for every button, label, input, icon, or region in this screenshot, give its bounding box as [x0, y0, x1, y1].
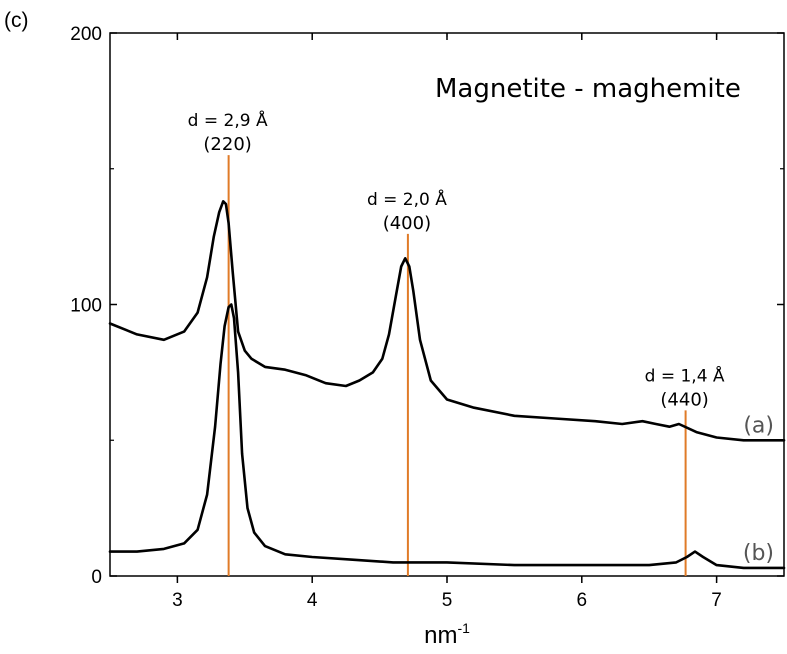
x-tick-label: 6 — [577, 590, 588, 611]
x-axis-label-unit: nm — [424, 622, 457, 649]
x-tick-label: 3 — [172, 590, 183, 611]
peak-miller-index-label: (400) — [383, 213, 431, 234]
y-tick-label: 200 — [70, 24, 102, 45]
x-tick-label: 4 — [307, 590, 318, 611]
peak-d-spacing-label: d = 2,0 Å — [367, 188, 447, 210]
y-tick-label: 0 — [91, 567, 102, 588]
peak-d-spacing-label: d = 1,4 Å — [645, 364, 725, 386]
peak-annotations: d = 2,9 Å (220) d = 2,0 Å (400) d = 1,4 Å (44… — [188, 109, 725, 410]
x-axis-label: nm-1 — [424, 620, 470, 649]
y-tick-label: 100 — [70, 296, 102, 317]
peak-miller-index-label: (440) — [660, 389, 708, 410]
x-tick-label: 7 — [711, 590, 722, 611]
x-axis: 3 4 5 6 7 — [172, 33, 722, 611]
series-label: (a) — [743, 413, 774, 438]
series-line — [108, 200, 786, 442]
series-group: (a) (b) — [108, 200, 786, 570]
peak-d-spacing-label: d = 2,9 Å — [188, 109, 268, 131]
series-label: (b) — [743, 541, 774, 566]
panel-label: (c) — [4, 9, 29, 32]
y-axis: 0 100 200 — [70, 24, 784, 588]
peak-marker-lines — [227, 155, 687, 576]
chart-title: Magnetite - maghemite — [435, 74, 741, 104]
series-line — [108, 303, 786, 570]
peak-miller-index-label: (220) — [203, 134, 251, 155]
x-tick-label: 5 — [442, 590, 453, 611]
x-axis-label-exponent: -1 — [457, 620, 470, 636]
